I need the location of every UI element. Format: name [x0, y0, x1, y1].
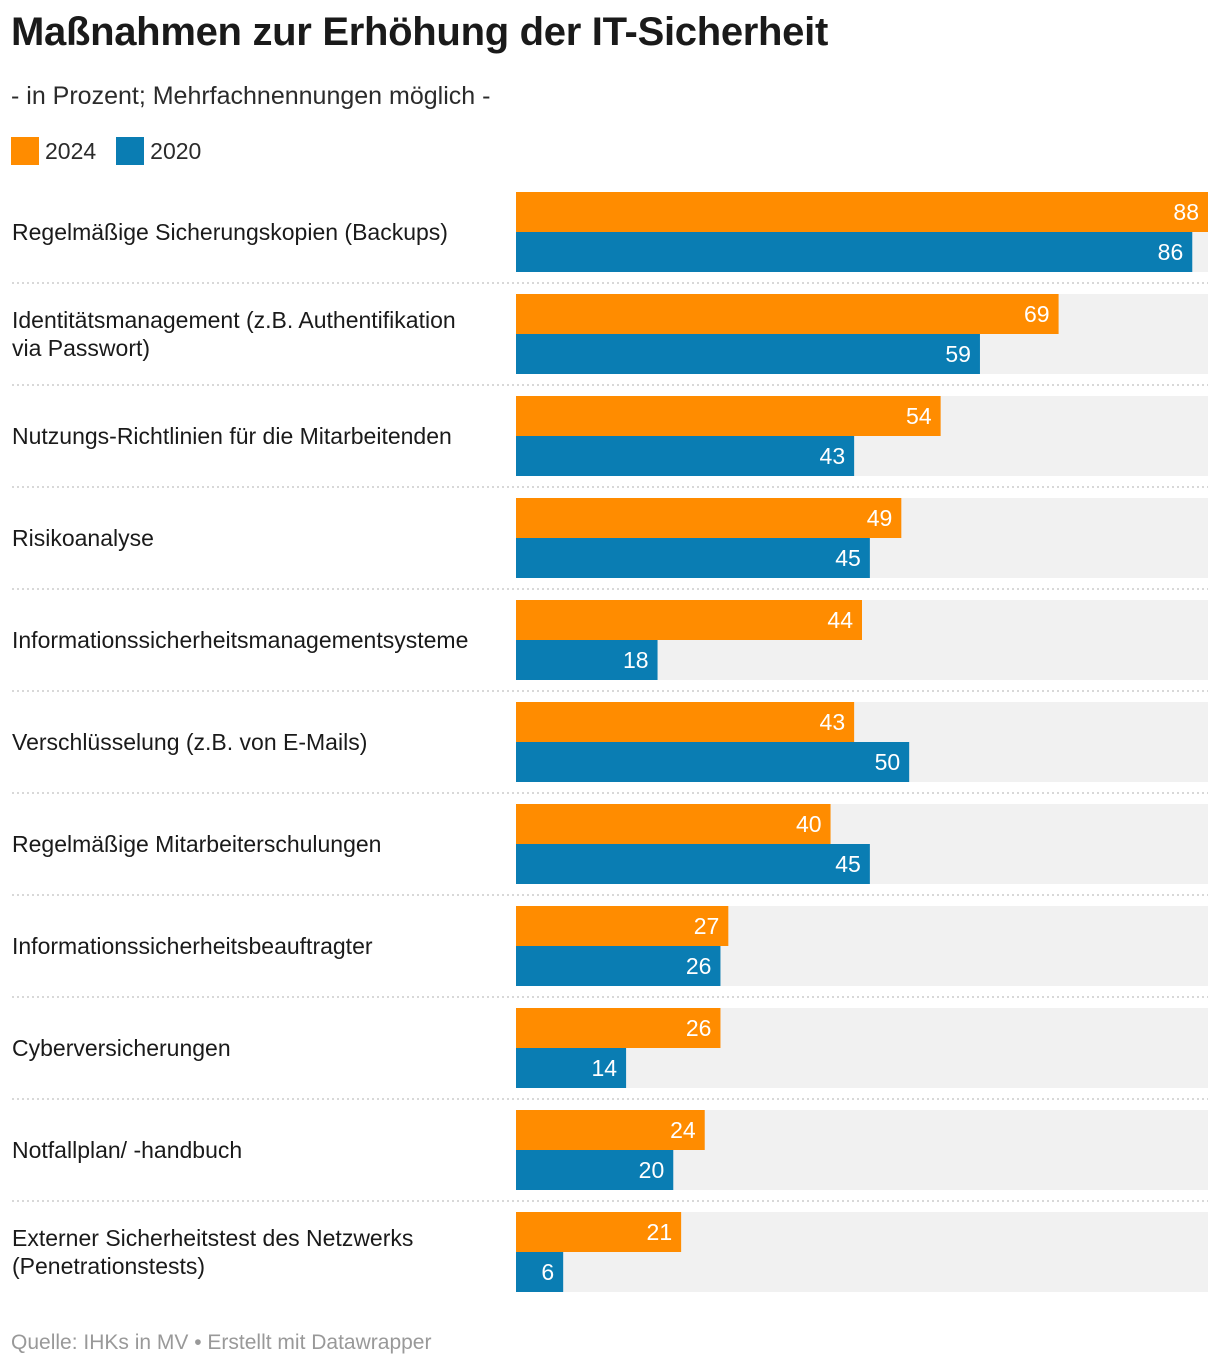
- category-label: Regelmäßige Mitarbeiterschulungen: [12, 831, 381, 857]
- value-label-2024: 44: [827, 607, 853, 633]
- bar-2024: [516, 498, 902, 538]
- chart-title: Maßnahmen zur Erhöhung der IT-Sicherheit: [11, 10, 828, 54]
- category-label-line: (Penetrationstests): [12, 1253, 205, 1279]
- legend-label-2020: 2020: [150, 137, 202, 164]
- bar-2020: [516, 232, 1193, 272]
- bar-2020: [516, 742, 910, 782]
- bar-2020: [516, 844, 870, 884]
- value-label-2020: 45: [835, 545, 861, 571]
- value-label-2020: 43: [820, 443, 846, 469]
- legend-swatch-2024: [11, 137, 39, 165]
- bar-2024: [516, 396, 941, 436]
- source-footer: Quelle: IHKs in MV • Erstellt mit Datawr…: [11, 1331, 432, 1354]
- value-label-2020: 6: [541, 1259, 554, 1285]
- value-label-2020: 59: [945, 341, 971, 367]
- category-label-line: Risikoanalyse: [12, 525, 154, 551]
- bar-2020: [516, 538, 870, 578]
- category-label: Regelmäßige Sicherungskopien (Backups): [12, 219, 448, 245]
- bar-2024: [516, 906, 729, 946]
- value-label-2024: 27: [694, 913, 720, 939]
- category-label: Cyberversicherungen: [12, 1035, 231, 1061]
- category-label: Notfallplan/ -handbuch: [12, 1137, 242, 1163]
- legend-item-2024: 2024: [11, 137, 96, 165]
- value-label-2024: 24: [670, 1117, 696, 1143]
- value-label-2020: 18: [623, 647, 649, 673]
- category-label-line: Verschlüsselung (z.B. von E-Mails): [12, 729, 367, 755]
- bar-2024: [516, 1212, 682, 1252]
- bar-2024: [516, 600, 862, 640]
- legend-swatch-2020: [116, 137, 145, 165]
- category-label-line: Externer Sicherheitstest des Netzwerks: [12, 1225, 413, 1251]
- category-label-line: Cyberversicherungen: [12, 1035, 231, 1061]
- category-label-line: Regelmäßige Sicherungskopien (Backups): [12, 219, 448, 245]
- bar-2024: [516, 192, 1208, 232]
- bar-2020: [516, 334, 980, 374]
- category-label: Risikoanalyse: [12, 525, 154, 551]
- bar-2024: [516, 804, 831, 844]
- category-label: Informationssicherheitsbeauftragter: [12, 933, 373, 959]
- value-label-2020: 20: [639, 1157, 665, 1183]
- value-label-2024: 43: [820, 709, 846, 735]
- value-label-2024: 21: [647, 1219, 673, 1245]
- chart-subtitle: - in Prozent; Mehrfachnennungen möglich …: [11, 82, 491, 110]
- category-label-line: Informationssicherheitsmanagementsysteme: [12, 627, 468, 653]
- bar-2024: [516, 294, 1059, 334]
- bar-2020: [516, 1150, 674, 1190]
- category-label-line: Informationssicherheitsbeauftragter: [12, 933, 373, 959]
- category-label: Verschlüsselung (z.B. von E-Mails): [12, 729, 367, 755]
- value-label-2024: 40: [796, 811, 822, 837]
- category-label-line: Notfallplan/ -handbuch: [12, 1137, 242, 1163]
- category-label-line: Regelmäßige Mitarbeiterschulungen: [12, 831, 381, 857]
- bar-chart: Regelmäßige Sicherungskopien (Backups) 88…: [12, 192, 1208, 1292]
- bar-2020: [516, 640, 658, 680]
- bar-2024: [516, 1110, 705, 1150]
- category-label-line: Nutzungs-Richtlinien für die Mitarbeiten…: [12, 423, 452, 449]
- bar-2024: [516, 1008, 721, 1048]
- bar-2020: [516, 1252, 564, 1292]
- value-label-2020: 14: [591, 1055, 617, 1081]
- bar-2020: [516, 1048, 627, 1088]
- category-label: Informationssicherheitsmanagementsysteme: [12, 627, 468, 653]
- legend: 2024 2020: [11, 136, 221, 166]
- value-label-2024: 26: [686, 1015, 712, 1041]
- value-label-2020: 86: [1158, 239, 1184, 265]
- value-label-2024: 49: [867, 505, 893, 531]
- category-label: Identitätsmanagement (z.B. Authentifikat…: [12, 307, 456, 361]
- category-label-line: via Passwort): [12, 335, 150, 361]
- category-label: Externer Sicherheitstest des Netzwerks (P…: [12, 1225, 413, 1279]
- bar-2024: [516, 702, 855, 742]
- bar-2020: [516, 946, 721, 986]
- category-label: Nutzungs-Richtlinien für die Mitarbeiten…: [12, 423, 452, 449]
- value-label-2020: 26: [686, 953, 712, 979]
- value-label-2020: 50: [875, 749, 901, 775]
- legend-label-2024: 2024: [45, 137, 97, 164]
- value-label-2024: 54: [906, 403, 932, 429]
- category-label-line: Identitätsmanagement (z.B. Authentifikat…: [12, 307, 456, 333]
- legend-item-2020: 2020: [116, 137, 201, 165]
- value-label-2024: 88: [1173, 199, 1199, 225]
- bar-2020: [516, 436, 855, 476]
- value-label-2020: 45: [835, 851, 861, 877]
- value-label-2024: 69: [1024, 301, 1050, 327]
